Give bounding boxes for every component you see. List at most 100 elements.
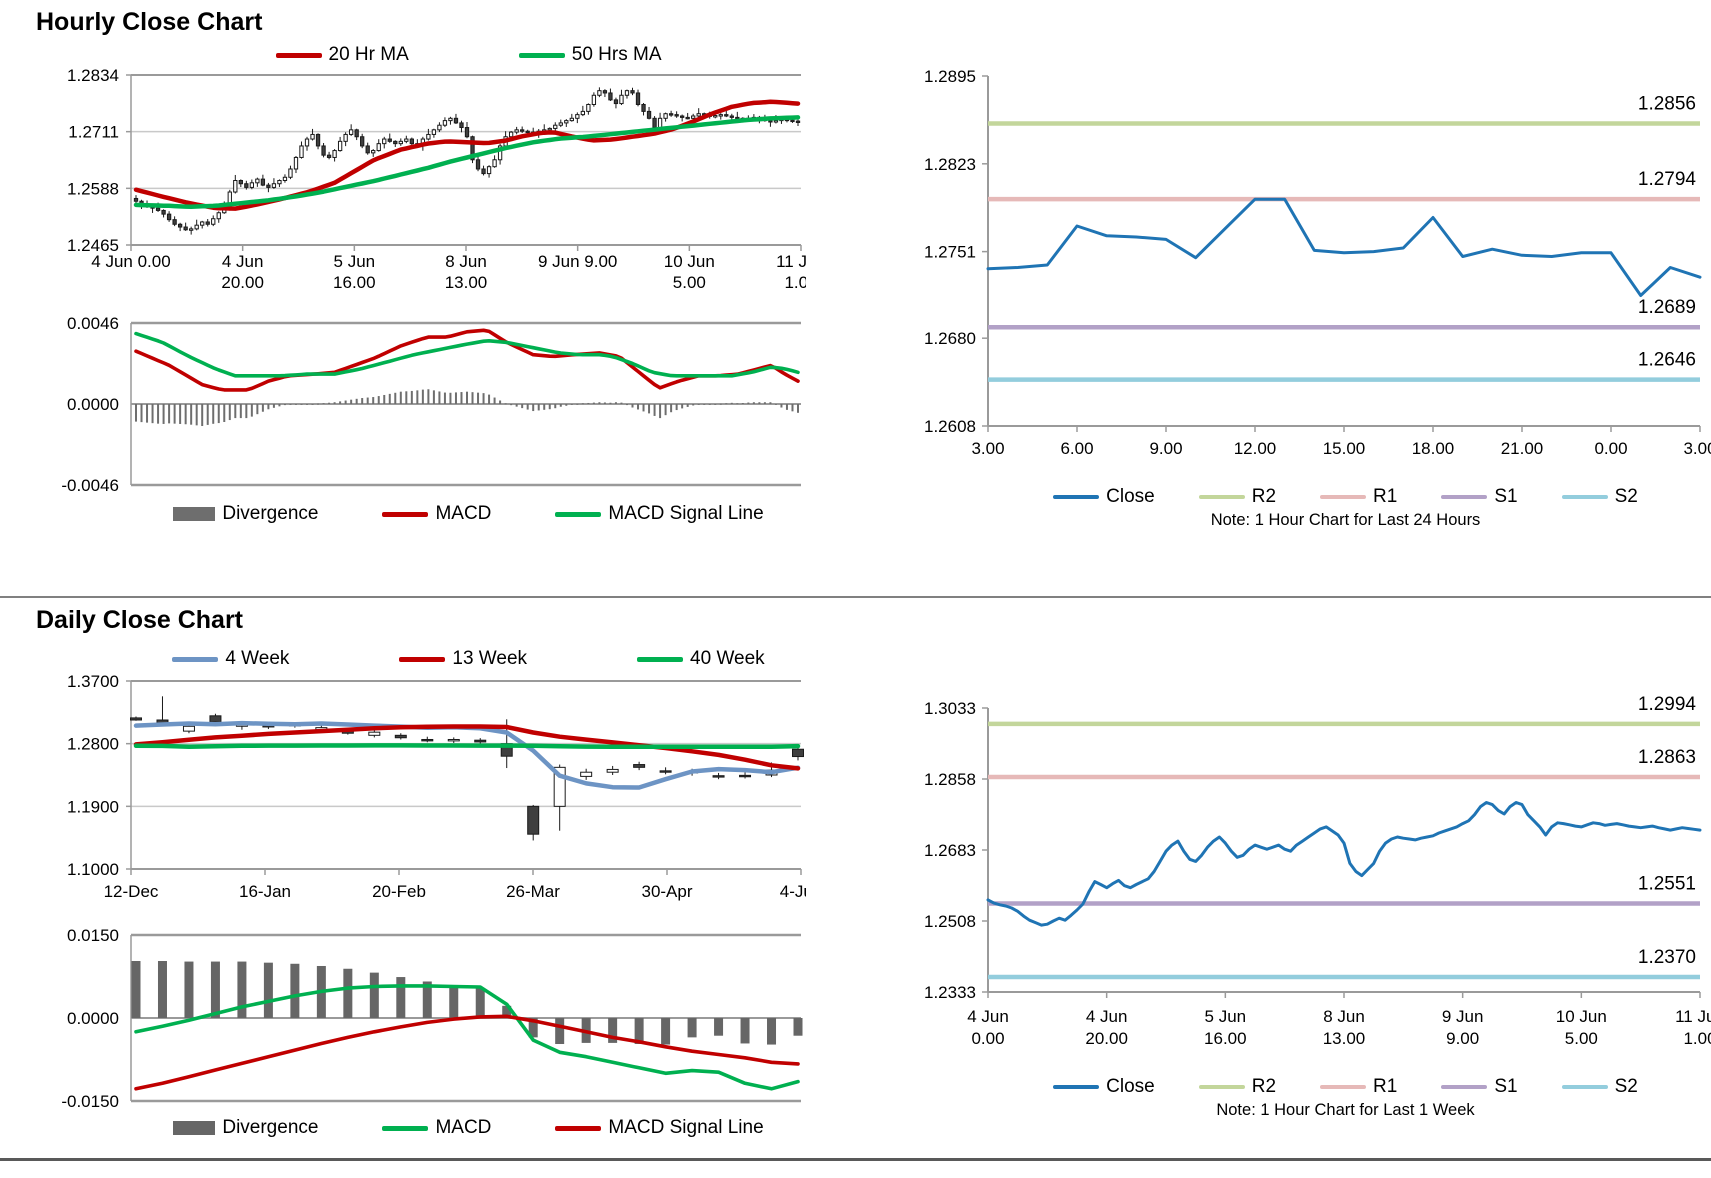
x-tick-label: 10 Jun 5.00 (664, 252, 715, 292)
x-tick-label: 9.00 (1149, 439, 1182, 458)
candle (464, 127, 470, 138)
candle (348, 129, 354, 135)
candle (635, 92, 641, 105)
divergence-bar (725, 403, 728, 405)
divergence-bar (212, 404, 215, 424)
candle (394, 734, 407, 739)
divergence-bar (245, 404, 248, 419)
bar-swatch-icon (173, 1121, 216, 1135)
candle (641, 103, 646, 112)
divergence-bar (454, 392, 457, 404)
candle (321, 145, 326, 156)
divergence-bar (311, 404, 314, 405)
candle (155, 207, 161, 211)
candle (398, 140, 403, 145)
divergence-bar (361, 398, 364, 404)
legend-label: 20 Hr MA (328, 44, 409, 65)
candle (354, 129, 359, 138)
divergence-bar (140, 404, 143, 423)
x-tick-label: 16-Jan (239, 882, 291, 901)
divergence-bar (555, 1018, 565, 1045)
x-tick-label: 26-Mar (506, 882, 560, 901)
candle (481, 168, 486, 175)
candle (520, 129, 525, 132)
pivot-label-s2: 1.2646 (1638, 350, 1696, 371)
y-tick-label: 1.2834 (67, 69, 119, 85)
divergence-bar (767, 1018, 777, 1045)
legend-label: Divergence (222, 1117, 319, 1138)
line-swatch-icon (1441, 495, 1488, 499)
divergence-bar (475, 988, 485, 1018)
x-tick-label: 9 Jun 9.00 (1442, 1007, 1484, 1048)
y-tick-label: 1.2680 (924, 329, 976, 348)
divergence-bar (758, 402, 761, 404)
legend-item-s1: S1 (1441, 1076, 1518, 1098)
candle (646, 110, 652, 119)
candle (613, 99, 619, 105)
candle (271, 183, 277, 188)
divergence-bar (256, 404, 259, 415)
candle (729, 115, 734, 118)
candle (691, 115, 696, 119)
candle (183, 226, 188, 231)
hourly-macd-chart: 0.0046 0.0000 -0.0046 (61, 315, 801, 493)
divergence-bar (661, 1018, 671, 1045)
pivot-label-s1: 1.2551 (1638, 874, 1696, 895)
divergence-bar (528, 1018, 538, 1038)
legend-label: MACD Signal Line (608, 1117, 764, 1138)
x-tick-label: 4 Jun 20.00 (221, 252, 264, 292)
x-tick-label: 21.00 (1501, 439, 1544, 458)
divergence-bar (422, 981, 432, 1018)
x-tick-label: 20-Feb (372, 882, 426, 901)
candle (575, 114, 580, 119)
divergence-bar (664, 404, 667, 416)
line-swatch-icon (1198, 1085, 1245, 1089)
divergence-bar (234, 404, 237, 419)
divergence-bar (642, 404, 645, 412)
divergence-bar (272, 404, 275, 408)
divergence-bar (603, 402, 606, 404)
section-divider (0, 596, 1711, 598)
legend-item-13-week: 13 Week (399, 648, 527, 670)
divergence-bar (659, 404, 662, 419)
candle (475, 159, 481, 170)
legend-label: 4 Week (225, 648, 290, 669)
legend-label: R2 (1251, 486, 1277, 507)
candle (514, 129, 519, 133)
y-tick-label: 1.2465 (67, 236, 119, 255)
weekly-pivot-chart: 1.3033 1.2858 1.2683 1.2508 1.2333 4 Jun 0.00 4… (924, 694, 1711, 1048)
legend-label: Divergence (222, 503, 319, 524)
candle (238, 180, 243, 185)
divergence-bar (388, 393, 391, 404)
y-tick-label: 1.1000 (67, 860, 119, 879)
weekly-pivot-legend: Close R2 R1 S1 S2 (980, 1076, 1711, 1098)
y-tick-label: 0.0000 (67, 1009, 119, 1028)
hourly-price-legend: 20 Hr MA 50 Hrs MA (131, 44, 806, 66)
hourly-section-title: Hourly Close Chart (36, 8, 263, 36)
divergence-bar (769, 402, 772, 404)
y-tick-label: 1.3033 (924, 699, 976, 718)
divergence-bar (396, 977, 406, 1018)
divergence-bar (206, 404, 209, 425)
divergence-bar (477, 392, 480, 404)
candle (591, 94, 597, 105)
divergence-bar (741, 403, 744, 404)
divergence-bar (317, 403, 320, 405)
divergence-bar (730, 402, 733, 404)
divergence-bar (228, 404, 231, 421)
divergence-bar (634, 1018, 644, 1045)
x-tick-label: 10 Jun 5.00 (1556, 1007, 1607, 1048)
candle (659, 770, 672, 773)
divergence-bar (708, 404, 711, 405)
y-tick-label: 1.2683 (924, 841, 976, 860)
legend-item-40-week: 40 Week (637, 648, 765, 670)
candle (133, 197, 139, 202)
line-swatch-icon (382, 511, 429, 517)
candle (244, 183, 249, 188)
candle (474, 739, 487, 743)
divergence-bar (576, 403, 579, 405)
divergence-bar (510, 404, 513, 406)
divergence-bar (146, 404, 149, 423)
